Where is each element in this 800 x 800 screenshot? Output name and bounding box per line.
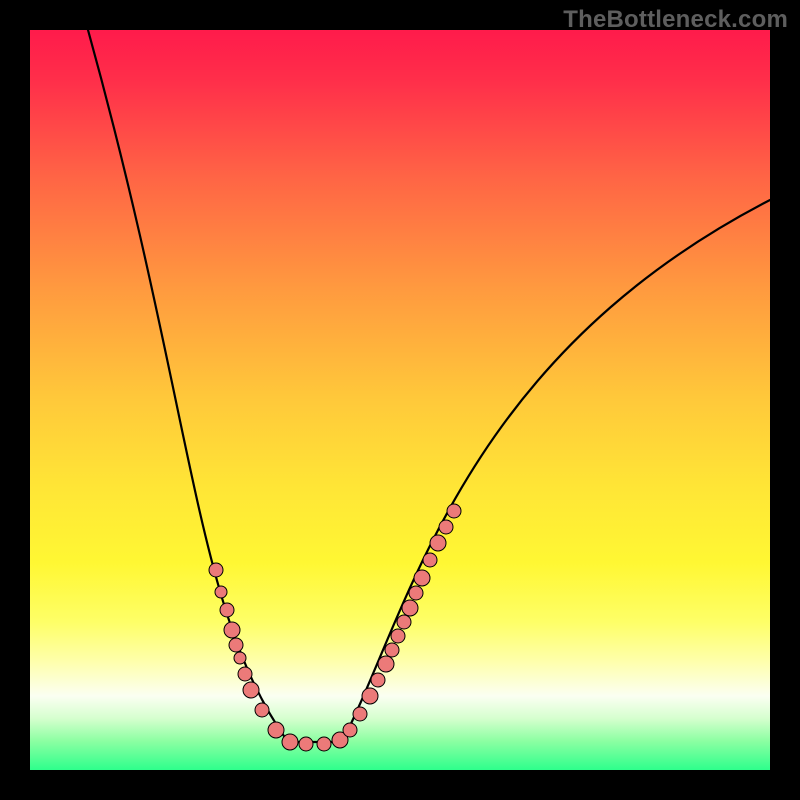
marker-point bbox=[268, 722, 284, 738]
marker-point bbox=[371, 673, 385, 687]
marker-point bbox=[343, 723, 357, 737]
marker-point bbox=[234, 652, 246, 664]
chart-frame: TheBottleneck.com bbox=[0, 0, 800, 800]
marker-point bbox=[397, 615, 411, 629]
marker-point bbox=[243, 682, 259, 698]
marker-point bbox=[439, 520, 453, 534]
marker-point bbox=[220, 603, 234, 617]
marker-point bbox=[282, 734, 298, 750]
marker-point bbox=[447, 504, 461, 518]
marker-point bbox=[391, 629, 405, 643]
marker-point bbox=[409, 586, 423, 600]
marker-point bbox=[229, 638, 243, 652]
marker-point bbox=[209, 563, 223, 577]
marker-point bbox=[414, 570, 430, 586]
marker-point bbox=[255, 703, 269, 717]
marker-point bbox=[353, 707, 367, 721]
marker-point bbox=[238, 667, 252, 681]
plot-svg bbox=[30, 30, 770, 770]
marker-point bbox=[402, 600, 418, 616]
plot-area bbox=[30, 30, 770, 770]
marker-point bbox=[430, 535, 446, 551]
marker-point bbox=[215, 586, 227, 598]
marker-point bbox=[317, 737, 331, 751]
gradient-background bbox=[30, 30, 770, 770]
marker-point bbox=[224, 622, 240, 638]
marker-point bbox=[423, 553, 437, 567]
marker-point bbox=[299, 737, 313, 751]
marker-point bbox=[378, 656, 394, 672]
marker-point bbox=[362, 688, 378, 704]
marker-point bbox=[385, 643, 399, 657]
